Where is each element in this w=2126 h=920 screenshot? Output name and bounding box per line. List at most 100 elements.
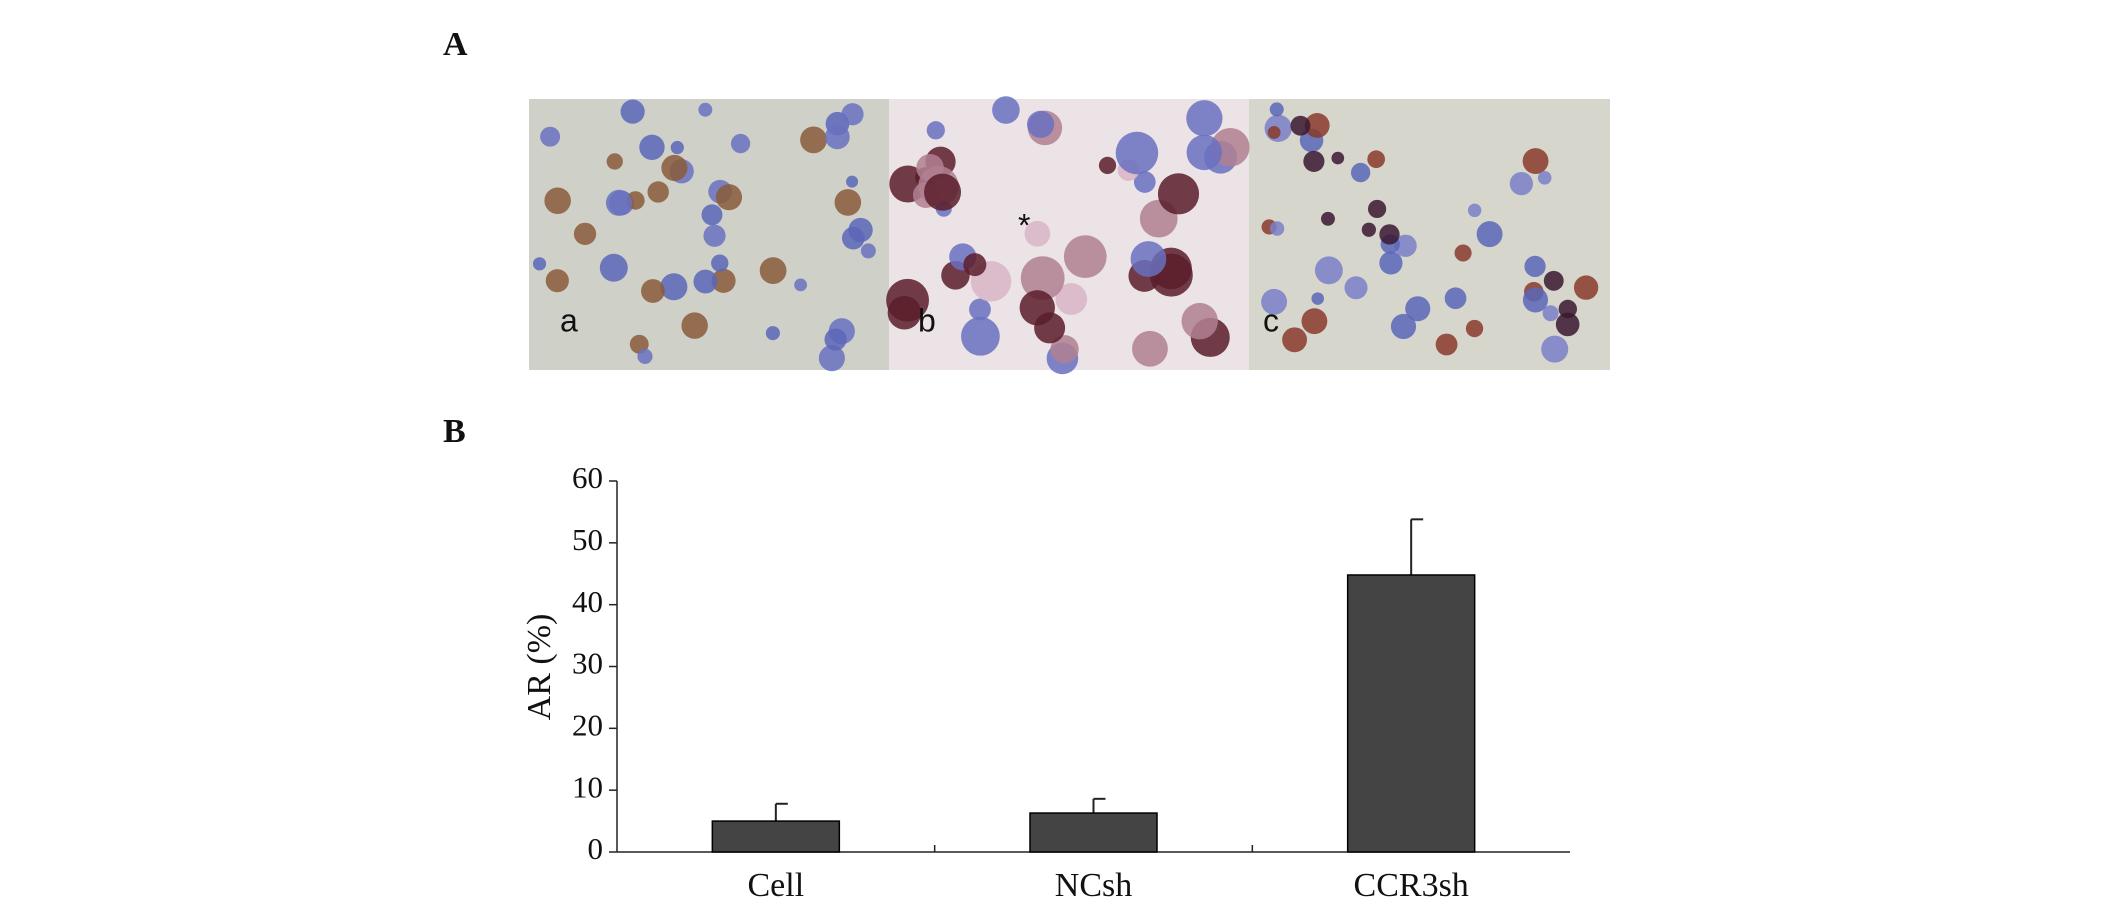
cell [701, 204, 723, 226]
y-tick-label: 10 [572, 769, 603, 804]
cell [818, 345, 845, 372]
cell [1405, 296, 1431, 322]
cell [1063, 235, 1107, 279]
cell [1314, 256, 1343, 285]
cell [1020, 256, 1065, 301]
cell [926, 121, 945, 140]
cell [730, 133, 751, 154]
cell [599, 253, 628, 282]
y-tick-label: 50 [572, 522, 603, 557]
cell [1321, 211, 1335, 226]
cell [834, 189, 862, 216]
cell [969, 298, 991, 321]
image-label: b [918, 302, 936, 338]
cell [660, 273, 688, 301]
cell [1157, 173, 1200, 215]
cell [800, 126, 827, 154]
bar [1029, 812, 1158, 853]
cell [1361, 222, 1376, 237]
x-tick-label: NCsh [1055, 867, 1132, 904]
cell [1133, 171, 1156, 193]
cell [1555, 312, 1580, 337]
cell [848, 217, 873, 243]
cell [1290, 115, 1311, 136]
cell [1055, 283, 1088, 315]
cell [606, 153, 623, 170]
cell [1522, 287, 1549, 313]
image-label: a [560, 302, 578, 338]
cell [992, 96, 1020, 124]
cell [1350, 162, 1371, 183]
cell [1542, 305, 1559, 322]
cell [681, 312, 708, 339]
cell [1050, 335, 1079, 364]
y-axis-label: AR (%) [521, 614, 558, 721]
image-annotation: * [1018, 207, 1030, 243]
cell [1269, 102, 1284, 117]
cell [693, 269, 718, 294]
cell [1267, 126, 1281, 139]
cell [1435, 333, 1458, 356]
y-tick-label: 30 [572, 646, 603, 681]
cell [1454, 244, 1472, 262]
micrographs [529, 96, 1610, 375]
cell [540, 126, 561, 147]
cell [1261, 288, 1288, 315]
y-tick-label: 60 [572, 460, 603, 495]
cell [824, 328, 847, 351]
cell [641, 279, 665, 303]
cell [1543, 270, 1564, 291]
cell [1303, 150, 1325, 172]
cell [1509, 172, 1533, 196]
cell [715, 184, 743, 211]
cell [1379, 224, 1400, 245]
bar [711, 820, 841, 853]
cell [703, 224, 726, 247]
cell [794, 278, 808, 292]
y-tick-label: 20 [572, 707, 603, 742]
panel-label: A [443, 26, 468, 63]
cell [1367, 199, 1387, 219]
cell [605, 189, 633, 216]
cell [1304, 113, 1330, 138]
cell [1476, 221, 1503, 248]
cell [765, 326, 780, 341]
cell [1282, 327, 1308, 353]
cell [544, 187, 571, 215]
cell [961, 316, 1000, 356]
cell [647, 181, 669, 203]
cell [1301, 308, 1328, 335]
cell [1311, 292, 1324, 305]
cell [1467, 203, 1482, 218]
cell [1465, 319, 1484, 338]
cell [1132, 330, 1168, 367]
cell [1130, 241, 1167, 277]
cell [661, 154, 688, 181]
cell [1024, 220, 1051, 247]
cell [1379, 251, 1403, 275]
cell [1019, 290, 1055, 326]
cell [639, 134, 665, 160]
cell [887, 296, 922, 330]
y-tick-label: 40 [572, 584, 603, 619]
cell [1541, 335, 1569, 363]
cell [1344, 276, 1368, 300]
cell [698, 102, 713, 117]
bar [1346, 574, 1476, 853]
cell [545, 269, 569, 293]
cell [670, 140, 684, 155]
x-tick-label: CCR3sh [1354, 867, 1469, 904]
cell [711, 268, 736, 293]
cell [759, 257, 787, 284]
panel-label: B [443, 413, 466, 450]
y-tick-label: 0 [588, 831, 604, 866]
cell [532, 257, 547, 271]
cell [1181, 302, 1218, 340]
cell [924, 173, 962, 211]
x-tick-label: Cell [747, 867, 804, 904]
cell [711, 254, 729, 272]
cell [1098, 156, 1117, 175]
cell [1027, 110, 1055, 138]
cell [1115, 131, 1159, 175]
